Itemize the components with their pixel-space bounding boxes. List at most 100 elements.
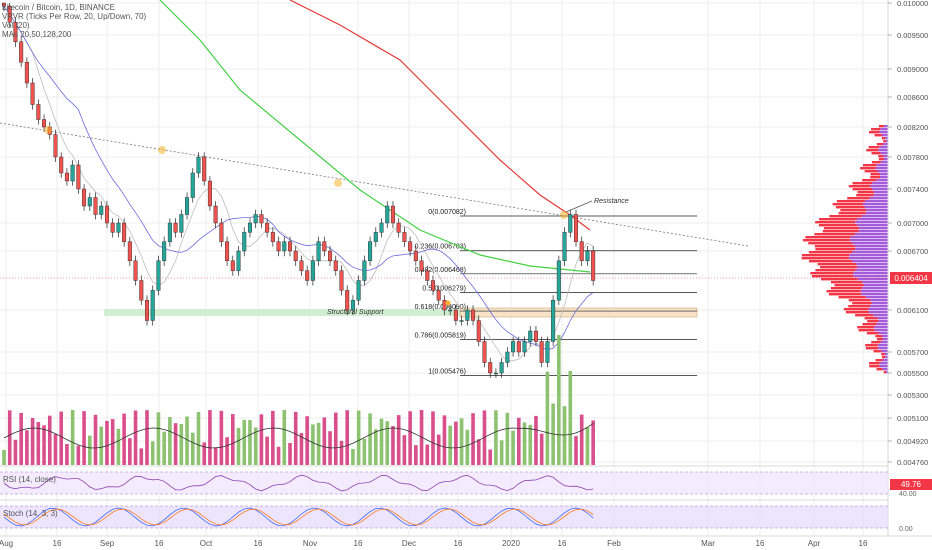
volume-bar xyxy=(88,435,92,465)
volume-bar xyxy=(517,417,521,465)
vpvr-bar-up xyxy=(852,251,888,254)
volume-bar xyxy=(99,426,104,465)
candle-body xyxy=(493,372,498,375)
candle-body xyxy=(270,232,275,242)
vpvr-bar-up xyxy=(879,146,888,149)
vpvr-bar-up xyxy=(862,281,888,284)
vpvr-bar-down xyxy=(801,257,850,260)
vpvr-bar-up xyxy=(856,224,888,227)
volume-bar xyxy=(339,440,344,465)
vpvr-bar-down xyxy=(838,212,866,215)
vpvr-bar-down xyxy=(805,236,851,239)
candle-body xyxy=(528,330,533,342)
vpvr-bar-up xyxy=(855,245,888,248)
candle-body xyxy=(574,214,579,242)
volume-bar xyxy=(316,422,321,465)
vpvr-legend: VPVR (Ticks Per Row, 20, Up/Down, 70) xyxy=(2,12,147,21)
candle-body xyxy=(7,5,12,23)
vpvr-bar-up xyxy=(852,242,888,245)
volume-bar xyxy=(356,410,361,465)
volume-bar xyxy=(511,430,515,465)
stoch-d-line xyxy=(3,508,594,526)
volume-bar xyxy=(179,424,184,465)
volume-bar xyxy=(82,411,86,465)
volume-bar xyxy=(282,410,287,465)
price-tick-label: 0.006700 xyxy=(897,247,928,256)
candle-body xyxy=(190,172,195,198)
vpvr-bar-up xyxy=(850,236,888,239)
time-axis[interactable]: Aug 16 Sep 16 Oct 16 Nov 16 Dec 16 2020 16 Feb Mar 16 A… xyxy=(0,539,868,548)
candle-body xyxy=(213,205,218,224)
vpvr-bar-down xyxy=(876,368,883,371)
vpvr-bar-down xyxy=(862,323,877,326)
vpvr-bar-up xyxy=(873,194,888,197)
vpvr-bar-down xyxy=(881,353,885,356)
candle-body xyxy=(488,362,493,374)
vpvr-bar-up xyxy=(872,188,888,191)
vpvr-bar-down xyxy=(871,128,881,131)
vpvr-bar-up xyxy=(880,173,888,176)
candle-body xyxy=(36,104,41,120)
candle-body xyxy=(385,205,390,224)
vpvr-bar-up xyxy=(865,296,888,299)
candle-body xyxy=(185,197,190,215)
vpvr-bar-up xyxy=(874,329,888,332)
volume-bar xyxy=(236,427,241,465)
volume-bar xyxy=(288,442,292,465)
candle-body xyxy=(30,82,35,105)
rsi-axis-tick: 40.00 xyxy=(899,491,917,498)
vpvr-bar-down xyxy=(870,173,881,176)
price-tick-label: 0.009500 xyxy=(897,31,928,40)
time-tick-label: 16 xyxy=(454,539,463,548)
candle-body xyxy=(310,260,315,281)
volume-bar xyxy=(105,420,109,465)
price-axis[interactable]: 0.010000 0.009500 0.009000 0.008600 0.008200… xyxy=(888,0,928,467)
vpvr-bar-up xyxy=(883,338,888,341)
vpvr-bar-up xyxy=(875,167,888,170)
vpvr-bar-down xyxy=(881,137,886,140)
candle-body xyxy=(127,241,132,262)
price-tick-label: 0.008200 xyxy=(897,123,928,132)
time-tick-label: 16 xyxy=(558,539,567,548)
volume-bar xyxy=(345,410,349,465)
candle-body xyxy=(42,119,47,128)
candle-body xyxy=(425,270,430,281)
candle-body xyxy=(499,362,504,374)
candle-body xyxy=(70,164,75,182)
stoch-band xyxy=(0,506,888,528)
vpvr-bar-up xyxy=(862,287,888,290)
vpvr-bar-down xyxy=(871,152,881,155)
candle-body xyxy=(436,290,441,301)
vpvr-bar-down xyxy=(808,251,853,254)
candle-body xyxy=(333,260,338,271)
volume-bar xyxy=(185,416,189,465)
price-tick-label: 0.005700 xyxy=(897,348,928,357)
candle-body xyxy=(288,241,293,252)
volume-bar xyxy=(265,436,269,465)
vpvr-bar-up xyxy=(877,317,888,320)
vpvr-bar-down xyxy=(858,329,875,332)
vpvr-bar-down xyxy=(818,224,857,227)
vpvr-bar-down xyxy=(864,170,878,173)
vpvr-bar-down xyxy=(809,260,853,263)
candle-body xyxy=(465,309,470,321)
fibonacci-retracement[interactable]: 0(0.007082) 0.236(0.006703) 0.382(0.006468… xyxy=(415,209,697,376)
vpvr-bar-down xyxy=(848,305,871,308)
volume-bar xyxy=(225,437,229,465)
candle-body xyxy=(305,270,310,281)
vpvr-bar-down xyxy=(868,146,880,149)
vpvr-bar-up xyxy=(855,269,888,272)
vpvr-bar-up xyxy=(863,284,888,287)
volume-bar xyxy=(414,445,418,465)
vpvr-bar-down xyxy=(878,155,884,158)
vpvr-bar-up xyxy=(863,203,888,206)
vpvr-bar-up xyxy=(877,344,888,347)
vpvr-bar-down xyxy=(810,272,854,275)
candle-body xyxy=(562,232,567,262)
vpvr-bar-up xyxy=(876,323,888,326)
candle-body xyxy=(156,260,161,291)
volume-bar xyxy=(351,448,355,465)
vpvr-bar-up xyxy=(869,197,888,200)
candle-body xyxy=(293,250,298,262)
